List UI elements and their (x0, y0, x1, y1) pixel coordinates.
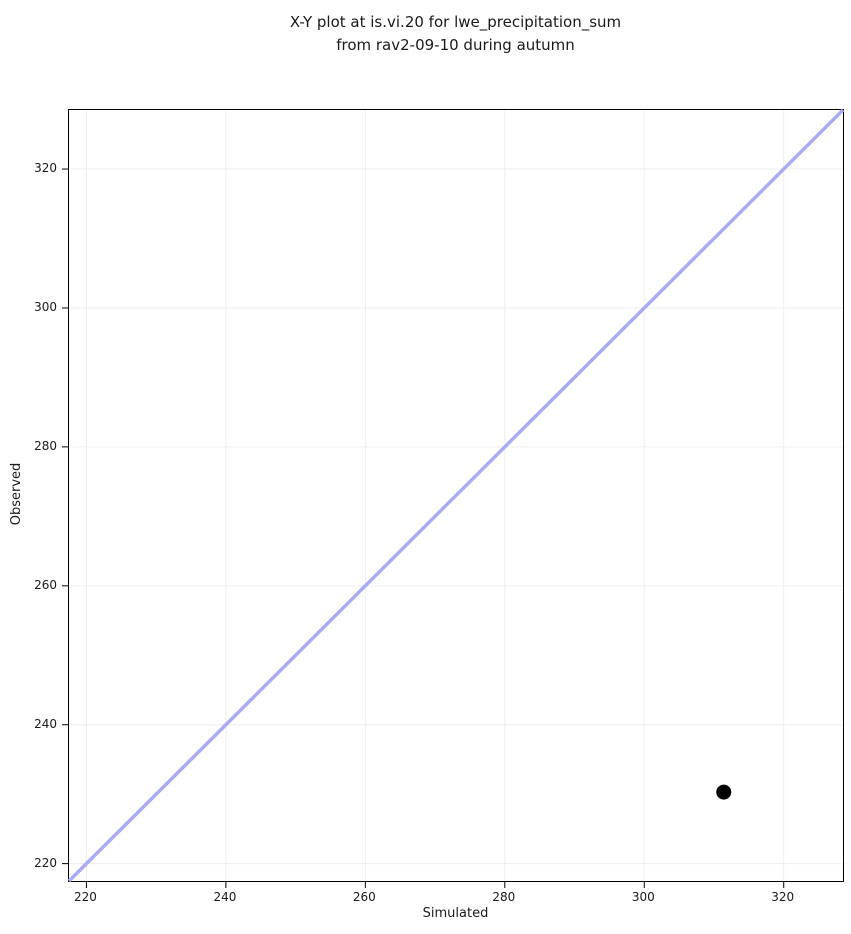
chart-title-line2: from rav2-09-10 during autumn (336, 36, 575, 54)
y-tick-label: 320 (34, 161, 57, 176)
plot-canvas (62, 108, 845, 888)
x-tick-label: 240 (213, 890, 237, 904)
chart-title-line1: X-Y plot at is.vi.20 for lwe_precipitati… (289, 13, 622, 31)
x-tick-label: 320 (771, 890, 795, 904)
identity-line (67, 108, 845, 883)
plot-area (62, 108, 845, 888)
x-tick-label: 260 (352, 890, 376, 904)
chart-title: X-Y plot at is.vi.20 for lwe_precipitati… (68, 11, 843, 57)
y-tick-label: 300 (34, 299, 57, 314)
y-tick-label: 240 (34, 716, 57, 731)
data-point (716, 784, 732, 800)
y-tick-label: 280 (34, 438, 57, 453)
y-axis-label-text: Observed (9, 462, 24, 526)
y-tick-label: 260 (34, 577, 57, 592)
x-tick-label: 280 (492, 890, 516, 904)
x-tick-label: 300 (631, 890, 655, 904)
y-tick-label: 220 (34, 855, 57, 870)
x-tick-label: 220 (73, 890, 97, 904)
x-axis-label: Simulated (422, 906, 489, 921)
